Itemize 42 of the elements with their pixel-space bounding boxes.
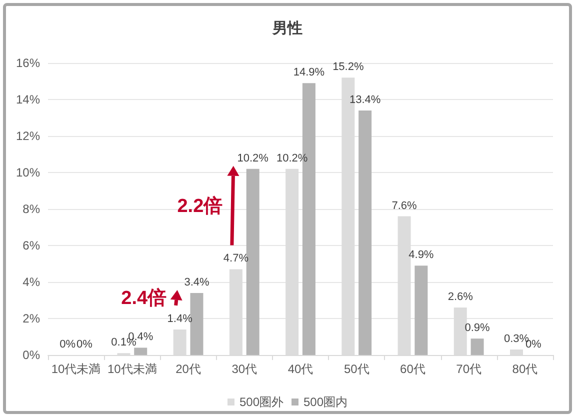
bar — [134, 348, 148, 355]
legend-label: 500圏外 — [239, 395, 284, 409]
data-label: 15.2% — [332, 61, 364, 74]
x-tick-label: 70代 — [456, 362, 482, 376]
data-label: 4.9% — [408, 249, 434, 262]
annotation: 2.2倍 — [177, 194, 223, 219]
data-label: 10.2% — [276, 152, 308, 164]
data-label: 10.2% — [237, 152, 269, 164]
x-tick-label: 80代 — [512, 362, 538, 376]
x-tick-label: 30代 — [232, 362, 258, 376]
y-tick-label: 8% — [22, 202, 40, 216]
y-tick-label: 14% — [16, 92, 40, 106]
y-tick-label: 10% — [16, 166, 40, 180]
y-tick-label: 2% — [22, 312, 40, 326]
data-label: 13.4% — [349, 94, 381, 106]
x-tick-label: 10代未満 — [107, 362, 157, 376]
data-label: 2.6% — [448, 291, 474, 304]
y-tick-label: 6% — [22, 238, 40, 252]
annotation: 2.4倍 — [121, 286, 167, 311]
data-label: 7.6% — [392, 200, 418, 212]
chart-title: 男性 — [272, 20, 302, 37]
bar — [470, 338, 484, 355]
data-label: 0% — [60, 338, 76, 350]
x-tick-label: 60代 — [400, 362, 426, 376]
y-tick-label: 4% — [22, 275, 40, 289]
data-label: 1.4% — [167, 312, 193, 325]
legend-label: 500圏内 — [304, 395, 348, 409]
data-label: 0.9% — [464, 322, 490, 334]
y-tick-label: 12% — [16, 129, 40, 143]
y-tick-label: 0% — [22, 348, 40, 362]
data-label: 4.7% — [223, 252, 249, 265]
y-tick-label: 16% — [16, 56, 40, 70]
data-label: 14.9% — [293, 66, 325, 79]
x-tick-label: 20代 — [176, 362, 201, 376]
x-tick-label: 50代 — [344, 362, 370, 376]
data-label: 3.4% — [184, 276, 210, 288]
bar — [190, 292, 204, 355]
bar — [358, 110, 372, 355]
data-label: 0% — [76, 338, 93, 350]
x-tick-label: 10代未満 — [51, 362, 101, 376]
x-tick-label: 40代 — [288, 362, 314, 376]
bar — [414, 266, 428, 355]
